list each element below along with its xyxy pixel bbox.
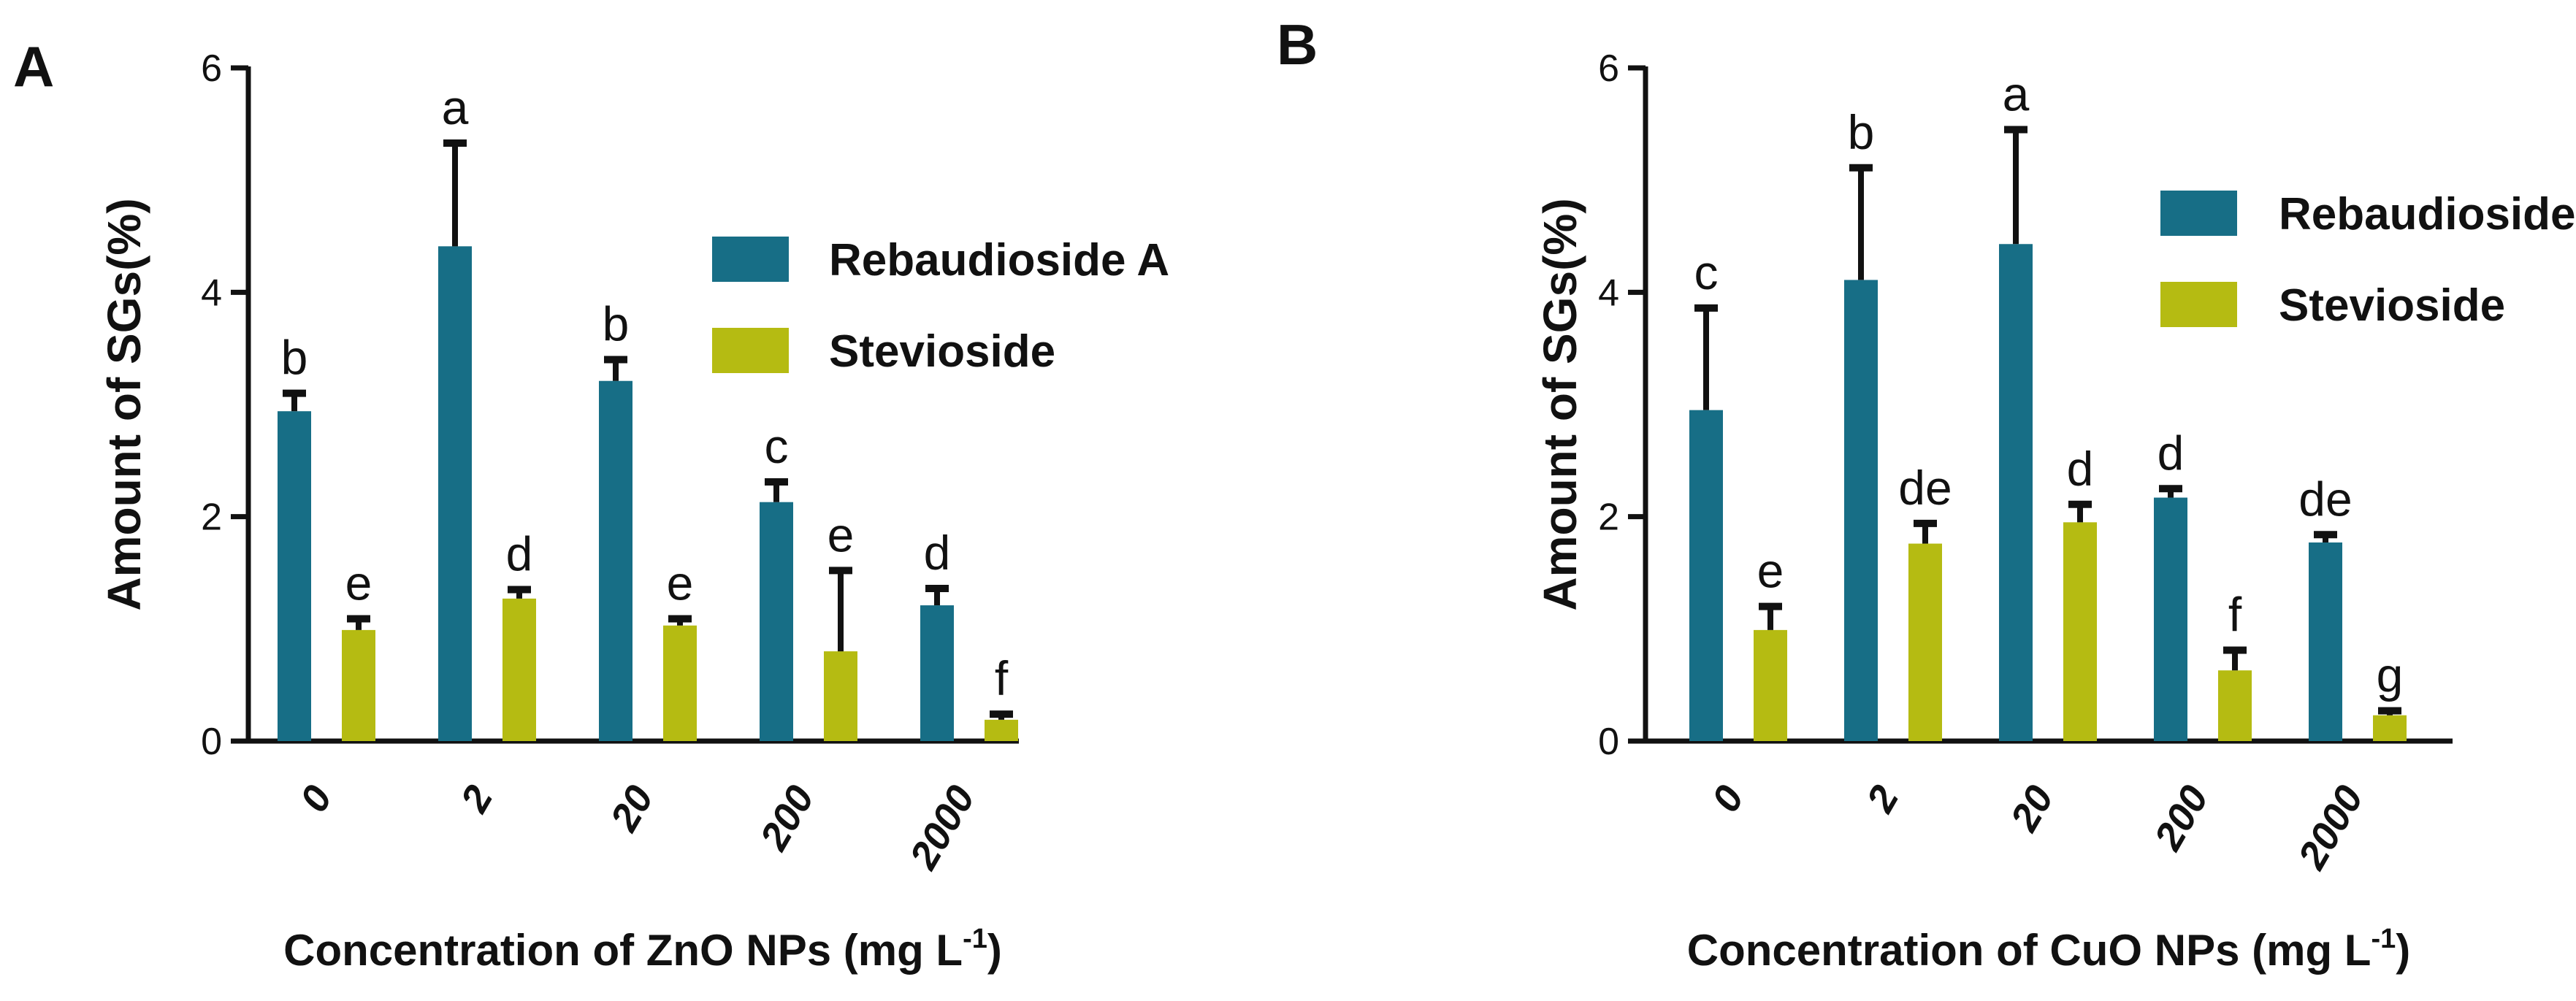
- legend-label: Rebaudioside A: [829, 235, 1169, 285]
- x-tick-label: 200: [752, 778, 823, 858]
- y-tick-label: 2: [1598, 496, 1619, 539]
- significance-letter: b: [603, 297, 630, 351]
- x-tick-label: 0: [291, 778, 340, 819]
- significance-letter: a: [442, 80, 469, 134]
- significance-letter: de: [1898, 461, 1952, 515]
- legend-label: Rebaudioside A: [2279, 189, 2576, 239]
- x-tick-label: 2000: [901, 778, 984, 877]
- bar-rebaudioside-a: [1844, 280, 1878, 741]
- bar-rebaudioside-a: [599, 380, 632, 741]
- significance-letter: d: [506, 527, 533, 581]
- significance-letter: d: [2067, 442, 2094, 496]
- significance-letter: e: [1757, 544, 1784, 598]
- panel-letter: B: [1277, 12, 1318, 77]
- legend-swatch: [2160, 191, 2237, 236]
- x-axis-title-main: Concentration of CuO NPs (mg L: [1687, 926, 2371, 975]
- bar-stevioside: [1908, 543, 1942, 741]
- legend-label: Stevioside: [2279, 280, 2505, 331]
- y-tick-label: 0: [1598, 721, 1619, 763]
- y-tick-label: 4: [201, 272, 222, 314]
- bar-rebaudioside-a: [920, 605, 954, 741]
- significance-letter: e: [667, 556, 694, 610]
- bar-stevioside: [2063, 522, 2097, 741]
- y-axis-title: Amount of SGs(%): [98, 198, 150, 610]
- x-axis-title: Concentration of CuO NPs (mg L-1): [1687, 924, 2410, 975]
- significance-letter: de: [2298, 472, 2352, 526]
- bar-stevioside: [663, 625, 697, 741]
- y-tick-label: 4: [1598, 272, 1619, 314]
- bar-rebaudioside-a: [760, 502, 793, 741]
- bar-stevioside: [824, 651, 857, 741]
- y-tick-label: 2: [201, 496, 222, 539]
- significance-letter: e: [345, 556, 372, 610]
- x-axis-title-main: Concentration of ZnO NPs (mg L: [283, 926, 963, 975]
- y-tick-label: 6: [201, 47, 222, 90]
- legend-swatch: [712, 328, 789, 373]
- bar-stevioside: [502, 598, 536, 741]
- significance-letter: f: [995, 651, 1009, 705]
- x-axis-title-superscript: -1: [2371, 924, 2396, 954]
- bar-rebaudioside-a: [278, 411, 311, 741]
- significance-letter: b: [1848, 105, 1875, 159]
- x-tick-label: 0: [1703, 778, 1752, 819]
- x-tick-label: 2000: [2290, 778, 2372, 877]
- x-tick-label: 20: [2002, 778, 2063, 839]
- significance-letter: g: [2377, 648, 2404, 702]
- chart-panel-b: B 0 2 4 6 Amount of SGs(%) c e 0 b de 2 a d 20 d f 200 de g…: [1277, 12, 2576, 975]
- bar-rebaudioside-a: [438, 246, 472, 742]
- x-tick-label: 20: [602, 778, 662, 839]
- significance-letter: c: [765, 419, 789, 473]
- x-axis-title-close: ): [2396, 926, 2410, 975]
- significance-letter: b: [281, 331, 308, 385]
- x-axis-title-close: ): [987, 926, 1002, 975]
- x-axis-title: Concentration of ZnO NPs (mg L-1): [283, 924, 1002, 975]
- significance-letter: c: [1694, 245, 1719, 299]
- significance-letter: a: [2003, 67, 2030, 121]
- x-tick-label: 2: [1858, 778, 1907, 820]
- x-tick-label: 200: [2146, 778, 2217, 858]
- legend-label: Stevioside: [829, 326, 1055, 377]
- x-axis-title-superscript: -1: [963, 924, 987, 954]
- bar-rebaudioside-a: [1689, 410, 1723, 741]
- y-tick-label: 6: [1598, 47, 1619, 90]
- bar-stevioside: [2373, 715, 2407, 741]
- y-tick-label: 0: [201, 721, 222, 763]
- bar-rebaudioside-a: [1999, 244, 2033, 741]
- legend-swatch: [712, 237, 789, 282]
- x-tick-label: 2: [452, 778, 501, 820]
- significance-letter: d: [924, 526, 951, 580]
- significance-letter: f: [2228, 588, 2242, 642]
- significance-letter: d: [2158, 426, 2185, 480]
- panel-letter: A: [13, 34, 54, 99]
- bar-rebaudioside-a: [2309, 542, 2342, 741]
- bar-stevioside: [1754, 629, 1787, 741]
- bar-stevioside: [342, 629, 375, 741]
- bar-stevioside: [985, 719, 1018, 741]
- bar-stevioside: [2218, 670, 2252, 741]
- significance-letter: e: [828, 507, 855, 561]
- legend-swatch: [2160, 282, 2237, 327]
- bar-rebaudioside-a: [2154, 497, 2187, 741]
- y-axis-title: Amount of SGs(%): [1534, 198, 1586, 610]
